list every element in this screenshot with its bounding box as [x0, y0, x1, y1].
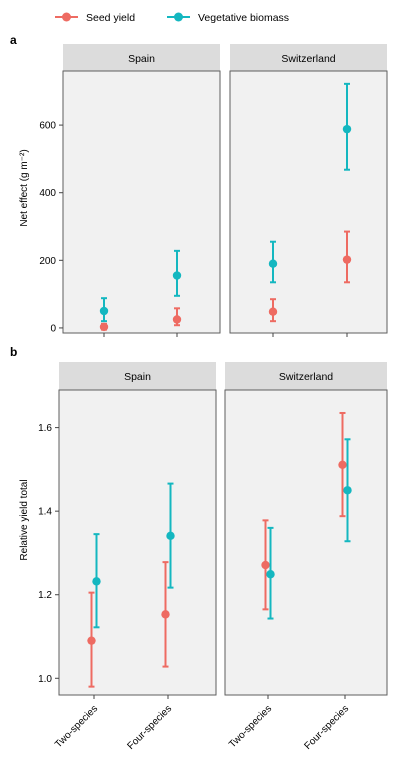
x-tick-label: Four-species	[302, 703, 351, 752]
point-seed-yield-spain-1	[161, 561, 170, 668]
facet-plot-area	[224, 389, 388, 696]
data-point	[261, 560, 270, 570]
point-vegetative-biomass-spain-0	[92, 533, 101, 629]
panel-b-y-axis: 1.0 1.2 1.4 1.6	[38, 423, 59, 685]
panel-b-label: b	[10, 345, 17, 359]
data-point	[166, 531, 175, 541]
y-tick-label: 1.0	[38, 674, 52, 685]
point-seed-yield-spain-0	[99, 322, 109, 332]
panel-a-y-axis: 0 200 400 600	[39, 121, 63, 334]
panel-a-facet-switzerland: Switzerland	[229, 44, 388, 334]
point-vegetative-biomass-spain-0	[99, 297, 109, 323]
facet-strip-label: Switzerland	[279, 371, 333, 383]
point-vegetative-biomass-switzerland-1	[342, 82, 352, 171]
y-tick-label: 1.2	[38, 590, 52, 601]
point-vegetative-biomass-switzerland-0	[266, 526, 275, 620]
y-tick-label: 600	[39, 121, 56, 132]
data-point	[343, 486, 352, 495]
point-seed-yield-switzerland-1	[342, 230, 352, 284]
y-tick-label: 400	[39, 188, 56, 199]
data-point	[92, 577, 101, 586]
panel-a-y-title: Net effect (g m⁻²)	[19, 149, 30, 226]
data-point	[99, 322, 109, 332]
point-vegetative-biomass-switzerland-1	[343, 438, 352, 543]
y-tick-label: 1.6	[38, 423, 52, 434]
y-tick-label: 1.4	[38, 507, 52, 518]
panel-b-x-axis: Two-species Four-species Two-species Four-s…	[53, 695, 351, 752]
data-point	[87, 636, 96, 645]
data-point	[172, 315, 182, 324]
point-seed-yield-spain-0	[87, 591, 96, 688]
data-point	[172, 271, 182, 280]
x-tick-label: Four-species	[125, 703, 174, 752]
facet-strip-label: Switzerland	[281, 53, 335, 65]
panel-b-marks	[87, 411, 352, 688]
y-tick-label: 0	[50, 323, 56, 334]
point-vegetative-biomass-spain-1	[172, 249, 182, 297]
legend-veg-label: Vegetative biomass	[198, 12, 289, 24]
panel-b-facet-switzerland: Switzerland	[224, 362, 388, 696]
facet-strip	[63, 44, 220, 71]
facet-plot-area	[58, 389, 217, 696]
data-point	[268, 259, 278, 268]
point-seed-yield-spain-1	[172, 307, 182, 327]
point-seed-yield-switzerland-1	[338, 411, 347, 518]
point-vegetative-biomass-switzerland-0	[268, 240, 278, 284]
facet-strip-label: Spain	[128, 53, 155, 65]
data-point	[342, 124, 352, 134]
x-tick-label: Two-species	[227, 703, 274, 750]
legend-item-seed-yield: Seed yield	[55, 12, 135, 24]
point-vegetative-biomass-spain-1	[166, 482, 175, 589]
data-point	[268, 307, 278, 316]
legend-item-vegetative-biomass: Vegetative biomass	[167, 12, 289, 24]
panel-b-facet-spain: Spain	[58, 362, 217, 696]
data-point	[342, 255, 352, 264]
facet-strip	[225, 362, 387, 390]
legend: Seed yield Vegetative biomass	[55, 12, 289, 24]
facet-plot-area	[62, 70, 221, 334]
panel-a-facet-spain: Spain	[62, 44, 221, 334]
point-seed-yield-switzerland-0	[268, 298, 278, 323]
facet-plot-area	[229, 70, 388, 334]
data-point	[99, 306, 109, 316]
panel-a-marks	[99, 82, 352, 337]
panel-a-label: a	[10, 33, 17, 47]
data-point	[266, 570, 275, 579]
data-point	[338, 460, 347, 469]
legend-veg-marker	[174, 12, 183, 22]
panel-b-y-title: Relative yield total	[19, 479, 30, 560]
facet-strip-label: Spain	[124, 371, 151, 383]
panel-a-y-title-wrap: Net effect (g m⁻²)	[19, 149, 30, 226]
x-tick-label: Two-species	[53, 703, 100, 750]
legend-seed-label: Seed yield	[86, 12, 135, 24]
facet-strip	[59, 362, 216, 390]
y-tick-label: 200	[39, 256, 56, 267]
facet-strip	[230, 44, 387, 71]
data-point	[161, 610, 170, 619]
legend-seed-marker	[62, 12, 71, 22]
point-seed-yield-switzerland-0	[261, 519, 270, 611]
panel-b-y-title-wrap: Relative yield total	[19, 479, 30, 560]
